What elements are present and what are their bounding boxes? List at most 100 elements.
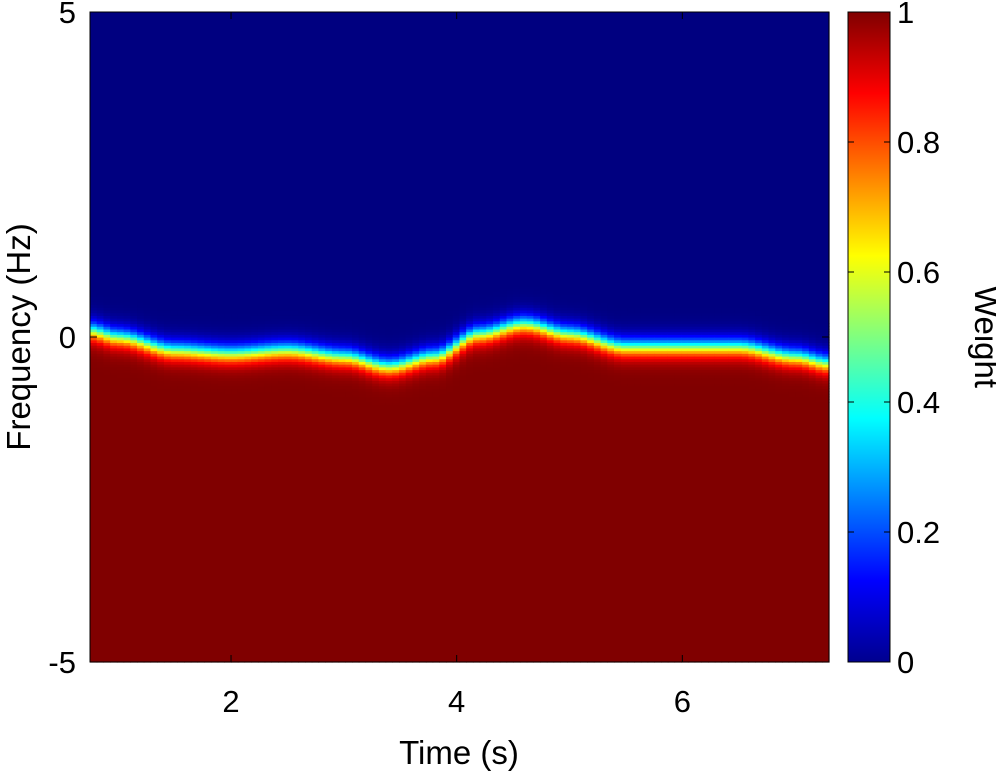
heatmap-cell [439, 342, 447, 346]
heatmap-cell [325, 366, 333, 371]
heatmap-cell [163, 309, 172, 314]
heatmap-cell [580, 299, 588, 303]
heatmap-cell [298, 315, 306, 319]
heatmap-cell [620, 385, 629, 663]
heatmap-cell [318, 315, 326, 319]
heatmap-cell [197, 380, 205, 384]
heatmap-cell [163, 361, 172, 365]
heatmap-cell [741, 372, 749, 376]
heatmap-cell [708, 369, 716, 373]
heatmap-cell [110, 366, 118, 371]
heatmap-cell [687, 337, 696, 341]
heatmap-cell [96, 326, 105, 330]
heatmap-cell [405, 366, 414, 371]
heatmap-cell [224, 372, 232, 376]
heatmap-cell [217, 326, 225, 330]
heatmap-cell [540, 288, 548, 295]
heatmap-cell [378, 331, 387, 335]
heatmap-cell [177, 380, 185, 384]
heatmap-cell [278, 383, 286, 387]
heatmap-cell [580, 361, 588, 365]
heatmap-cell [459, 318, 467, 322]
heatmap-cell [110, 350, 118, 354]
heatmap-cell [694, 350, 702, 354]
heatmap-cell [405, 372, 414, 376]
heatmap-cell [331, 383, 340, 387]
heatmap-cell [318, 318, 326, 322]
heatmap-cell [593, 328, 602, 333]
heatmap-cell [177, 374, 185, 379]
heatmap-cell [526, 293, 534, 297]
heatmap-cell [667, 318, 676, 322]
heatmap-cell [466, 364, 474, 368]
heatmap-cell [446, 385, 454, 392]
heatmap-cell [681, 383, 689, 387]
heatmap-cell [815, 323, 823, 327]
heatmap-cell [110, 374, 118, 663]
heatmap-cell [130, 361, 138, 365]
heatmap-cell [237, 388, 246, 392]
heatmap-cell [446, 377, 454, 381]
heatmap-cell [405, 337, 414, 341]
heatmap-cell [291, 339, 299, 344]
heatmap-cell [775, 320, 783, 325]
heatmap-cell [405, 323, 414, 327]
heatmap-cell [358, 350, 367, 354]
heatmap-cell [499, 339, 508, 344]
heatmap-cell [103, 355, 111, 360]
heatmap-cell [674, 315, 682, 319]
heatmap-cell [304, 326, 313, 330]
heatmap-cell [143, 366, 152, 371]
heatmap-cell [627, 383, 635, 387]
heatmap-cell [654, 383, 662, 387]
heatmap-cell [768, 388, 776, 392]
heatmap-cell [708, 326, 716, 330]
heatmap-cell [264, 361, 272, 365]
heatmap-cell [728, 342, 736, 346]
heatmap-cell [593, 304, 602, 308]
heatmap-cell [795, 388, 803, 392]
heatmap-cell [748, 372, 756, 376]
heatmap-cell [184, 347, 192, 352]
heatmap-cell [815, 385, 823, 390]
heatmap-cell [446, 331, 454, 335]
heatmap-cell [553, 301, 561, 306]
heatmap-cell [318, 347, 326, 352]
heatmap-cell [620, 312, 629, 316]
heatmap-cell [184, 331, 192, 335]
heatmap-cell [714, 364, 723, 368]
heatmap-cell [533, 334, 541, 338]
heatmap-cell [345, 350, 353, 354]
heatmap-cell [278, 328, 286, 333]
heatmap-cell [714, 318, 723, 322]
heatmap-cell [694, 318, 702, 322]
heatmap-cell [701, 347, 709, 352]
heatmap-cell [546, 358, 555, 362]
heatmap-cell [708, 318, 716, 322]
heatmap-cell [345, 320, 353, 325]
heatmap-cell [244, 388, 252, 392]
heatmap-cell [90, 342, 98, 346]
heatmap-cell [573, 366, 582, 371]
heatmap-cell [190, 312, 199, 316]
heatmap-cell [587, 337, 595, 341]
heatmap-cell [506, 312, 514, 316]
heatmap-cell [372, 385, 380, 390]
heatmap-cell [580, 331, 588, 335]
heatmap-cell [338, 374, 346, 379]
heatmap-cell [419, 331, 427, 335]
heatmap-cell [627, 326, 635, 330]
heatmap-cell [741, 320, 749, 325]
heatmap-cell [244, 345, 252, 349]
heatmap-cell [667, 315, 676, 319]
heatmap-cell [264, 372, 272, 376]
heatmap-cell [479, 293, 487, 300]
heatmap-cell [755, 318, 763, 322]
heatmap-cell [519, 309, 528, 314]
heatmap-cell [822, 361, 830, 365]
heatmap-cell [781, 328, 790, 333]
heatmap-cell [580, 339, 588, 344]
heatmap-cell [493, 301, 501, 306]
heatmap-cell [452, 12, 461, 308]
heatmap-cell [217, 374, 225, 379]
